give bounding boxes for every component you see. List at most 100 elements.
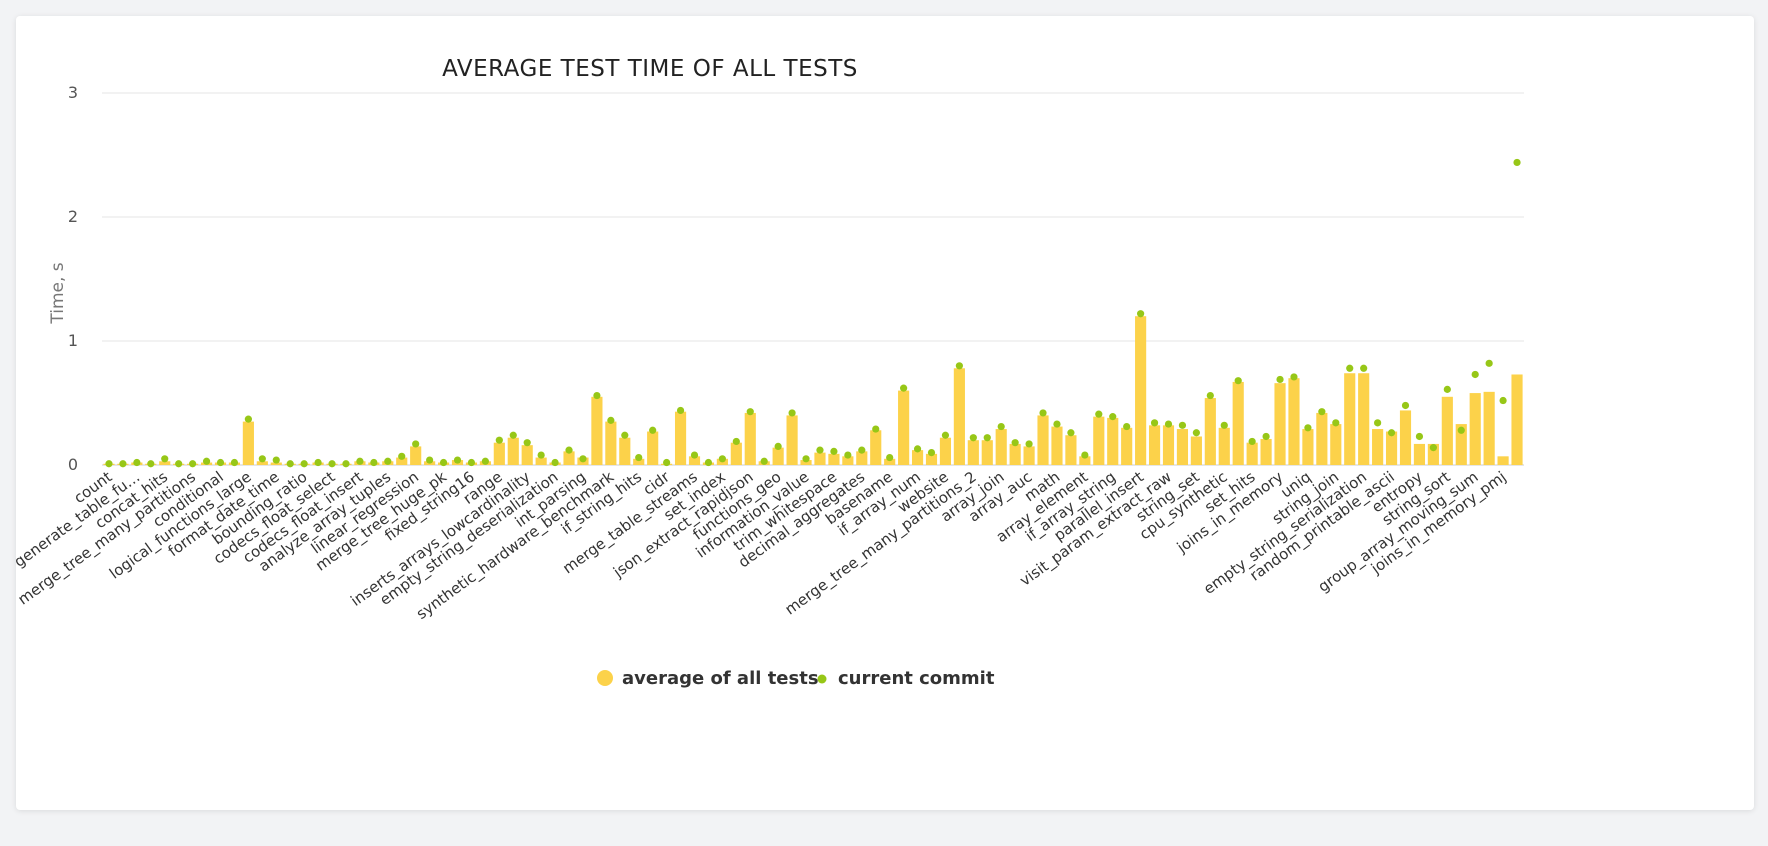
bar-average[interactable]: [1497, 456, 1509, 465]
bar-average[interactable]: [1037, 415, 1049, 465]
bar-average[interactable]: [939, 437, 952, 465]
bar-average[interactable]: [870, 430, 882, 465]
point-current-commit[interactable]: [1485, 359, 1493, 367]
point-current-commit[interactable]: [1290, 373, 1298, 381]
point-current-commit[interactable]: [105, 460, 113, 468]
bar-average[interactable]: [535, 457, 547, 465]
bar-average[interactable]: [1469, 393, 1481, 465]
point-current-commit[interactable]: [1401, 401, 1410, 410]
point-current-commit[interactable]: [1471, 370, 1479, 379]
point-current-commit[interactable]: [718, 455, 726, 463]
point-current-commit[interactable]: [1332, 419, 1340, 427]
bar-average[interactable]: [493, 442, 505, 465]
bar-average[interactable]: [270, 462, 282, 465]
point-current-commit[interactable]: [1499, 396, 1507, 405]
point-current-commit[interactable]: [328, 460, 336, 468]
point-current-commit[interactable]: [300, 460, 308, 468]
point-current-commit[interactable]: [760, 457, 768, 465]
point-current-commit[interactable]: [1248, 437, 1256, 446]
point-current-commit[interactable]: [1457, 426, 1465, 434]
bar-average[interactable]: [911, 450, 924, 465]
bar-average[interactable]: [1372, 429, 1384, 465]
bar-average[interactable]: [591, 396, 603, 465]
bar-average[interactable]: [1511, 374, 1523, 465]
point-current-commit[interactable]: [244, 415, 252, 423]
point-current-commit[interactable]: [230, 458, 239, 467]
bar-average[interactable]: [1260, 438, 1272, 465]
bar-average[interactable]: [159, 461, 171, 465]
point-current-commit[interactable]: [202, 457, 211, 465]
bar-average[interactable]: [1204, 398, 1216, 465]
point-current-commit[interactable]: [370, 458, 378, 467]
legend-item-current[interactable]: current commit: [817, 668, 995, 689]
bar-average[interactable]: [1427, 443, 1439, 465]
point-current-commit[interactable]: [746, 408, 754, 416]
point-current-commit[interactable]: [1262, 432, 1270, 441]
bar-average[interactable]: [1288, 378, 1300, 465]
bar-average[interactable]: [563, 451, 575, 465]
bar-average[interactable]: [633, 458, 645, 465]
bar-average[interactable]: [828, 453, 840, 465]
point-current-commit[interactable]: [1429, 444, 1437, 452]
point-current-commit[interactable]: [495, 436, 503, 444]
point-current-commit[interactable]: [704, 458, 713, 467]
point-current-commit[interactable]: [649, 426, 657, 434]
bar-average[interactable]: [1148, 425, 1161, 465]
point-current-commit[interactable]: [844, 451, 852, 459]
point-current-commit[interactable]: [872, 425, 880, 433]
point-current-commit[interactable]: [663, 458, 671, 467]
bar-average[interactable]: [1051, 426, 1063, 465]
bar-average[interactable]: [953, 368, 965, 465]
point-current-commit[interactable]: [1164, 420, 1173, 428]
bar-average[interactable]: [507, 437, 519, 465]
point-current-commit[interactable]: [927, 449, 936, 457]
point-current-commit[interactable]: [216, 458, 225, 467]
point-current-commit[interactable]: [467, 458, 476, 467]
bar-average[interactable]: [1385, 431, 1398, 465]
point-current-commit[interactable]: [481, 457, 489, 465]
point-current-commit[interactable]: [1304, 424, 1312, 432]
point-current-commit[interactable]: [1011, 439, 1019, 447]
bar-average[interactable]: [1190, 436, 1202, 465]
bar-average[interactable]: [1218, 427, 1230, 465]
point-current-commit[interactable]: [1192, 429, 1200, 437]
point-current-commit[interactable]: [690, 451, 699, 459]
point-current-commit[interactable]: [133, 458, 141, 467]
point-current-commit[interactable]: [886, 453, 894, 462]
bar-average[interactable]: [1483, 391, 1495, 465]
bar-average[interactable]: [856, 451, 868, 465]
point-current-commit[interactable]: [969, 434, 977, 442]
point-current-commit[interactable]: [412, 440, 420, 448]
point-current-commit[interactable]: [1346, 364, 1354, 372]
point-current-commit[interactable]: [356, 457, 364, 465]
point-current-commit[interactable]: [858, 446, 866, 454]
bar-average[interactable]: [1232, 381, 1244, 465]
point-current-commit[interactable]: [147, 460, 155, 468]
point-current-commit[interactable]: [900, 384, 908, 392]
bar-average[interactable]: [842, 456, 854, 465]
bar-average[interactable]: [1023, 446, 1035, 465]
bar-average[interactable]: [1316, 412, 1328, 465]
bar-average[interactable]: [1065, 435, 1077, 465]
point-current-commit[interactable]: [272, 456, 280, 464]
point-current-commit[interactable]: [398, 452, 406, 460]
bar-average[interactable]: [814, 452, 826, 465]
bar-average[interactable]: [1413, 443, 1426, 465]
point-current-commit[interactable]: [1039, 409, 1047, 417]
bar-average[interactable]: [1302, 429, 1314, 465]
point-current-commit[interactable]: [1318, 408, 1326, 416]
point-current-commit[interactable]: [1276, 375, 1284, 384]
point-current-commit[interactable]: [523, 439, 531, 447]
bar-average[interactable]: [410, 446, 422, 465]
bar-average[interactable]: [256, 461, 268, 465]
bar-average[interactable]: [884, 458, 896, 465]
point-current-commit[interactable]: [941, 431, 950, 439]
bar-average[interactable]: [981, 440, 993, 465]
bar-average[interactable]: [995, 429, 1007, 465]
point-current-commit[interactable]: [342, 460, 350, 468]
point-current-commit[interactable]: [1150, 419, 1159, 427]
bar-average[interactable]: [1330, 424, 1342, 465]
point-current-commit[interactable]: [593, 391, 601, 400]
point-current-commit[interactable]: [997, 422, 1005, 431]
point-current-commit[interactable]: [1360, 364, 1368, 372]
